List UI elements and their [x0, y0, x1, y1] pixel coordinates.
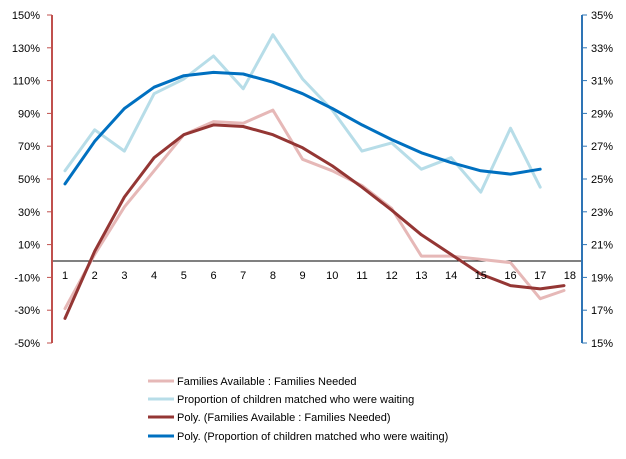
- left-axis-tick-label: -30%: [14, 305, 40, 317]
- right-axis-tick-label: 15%: [591, 338, 613, 350]
- left-axis-tick-label: -50%: [14, 338, 40, 350]
- x-tick-label: 17: [534, 270, 546, 282]
- legend-label-2: Poly. (Families Available : Families Nee…: [177, 412, 391, 424]
- x-tick-label: 2: [92, 270, 98, 282]
- right-axis-tick-label: 25%: [591, 174, 613, 186]
- legend-label-1: Proportion of children matched who were …: [177, 394, 414, 406]
- right-axis-tick-label: 33%: [591, 43, 613, 55]
- left-axis-tick-label: 10%: [18, 240, 40, 252]
- series-line-2: [65, 125, 564, 319]
- x-tick-label: 5: [181, 270, 187, 282]
- x-tick-label: 15: [475, 270, 487, 282]
- right-axis-tick-label: 21%: [591, 240, 613, 252]
- left-axis: 150% 130% 110% 90% 70% 50% 30% 10% -10% -30% -50%: [12, 10, 52, 350]
- x-tick-label: 13: [415, 270, 427, 282]
- left-axis-tick-label: 110%: [13, 76, 41, 88]
- x-tick-label: 1: [62, 270, 68, 282]
- x-tick-label: 6: [210, 270, 216, 282]
- left-axis-tick-label: -10%: [14, 272, 40, 284]
- right-axis-tick-label: 23%: [591, 207, 613, 219]
- right-axis-tick-label: 17%: [591, 305, 613, 317]
- x-tick-label: 11: [356, 270, 367, 282]
- right-axis: 35% 33% 31% 29% 27% 25% 23% 21% 19% 17% 15%: [582, 10, 613, 350]
- right-axis-tick-label: 27%: [591, 141, 613, 153]
- right-axis-tick-label: 35%: [591, 10, 613, 22]
- x-tick-label: 4: [151, 270, 157, 282]
- legend-label-0: Families Available : Families Needed: [177, 376, 357, 388]
- right-axis-tick-label: 31%: [591, 76, 613, 88]
- x-tick-label: 12: [386, 270, 398, 282]
- left-axis-tick-label: 130%: [12, 43, 40, 55]
- x-tick-label: 9: [300, 270, 306, 282]
- right-axis-tick-label: 19%: [591, 272, 613, 284]
- left-axis-tick-label: 90%: [18, 108, 40, 120]
- series-layer: [65, 35, 564, 319]
- x-tick-label: 8: [270, 270, 276, 282]
- x-tick-label: 16: [504, 270, 516, 282]
- x-tick-label: 14: [445, 270, 457, 282]
- legend-label-3: Poly. (Proportion of children matched wh…: [177, 431, 448, 443]
- x-tick-label: 7: [240, 270, 246, 282]
- left-axis-tick-label: 70%: [18, 141, 40, 153]
- x-tick-label: 3: [121, 270, 127, 282]
- x-tick-label: 10: [326, 270, 338, 282]
- left-axis-tick-label: 150%: [12, 10, 40, 22]
- legend: Families Available : Families Needed Pro…: [148, 376, 448, 443]
- left-axis-tick-label: 30%: [18, 207, 40, 219]
- right-axis-tick-label: 29%: [591, 108, 613, 120]
- x-tick-label: 18: [564, 270, 576, 282]
- left-axis-tick-label: 50%: [18, 174, 40, 186]
